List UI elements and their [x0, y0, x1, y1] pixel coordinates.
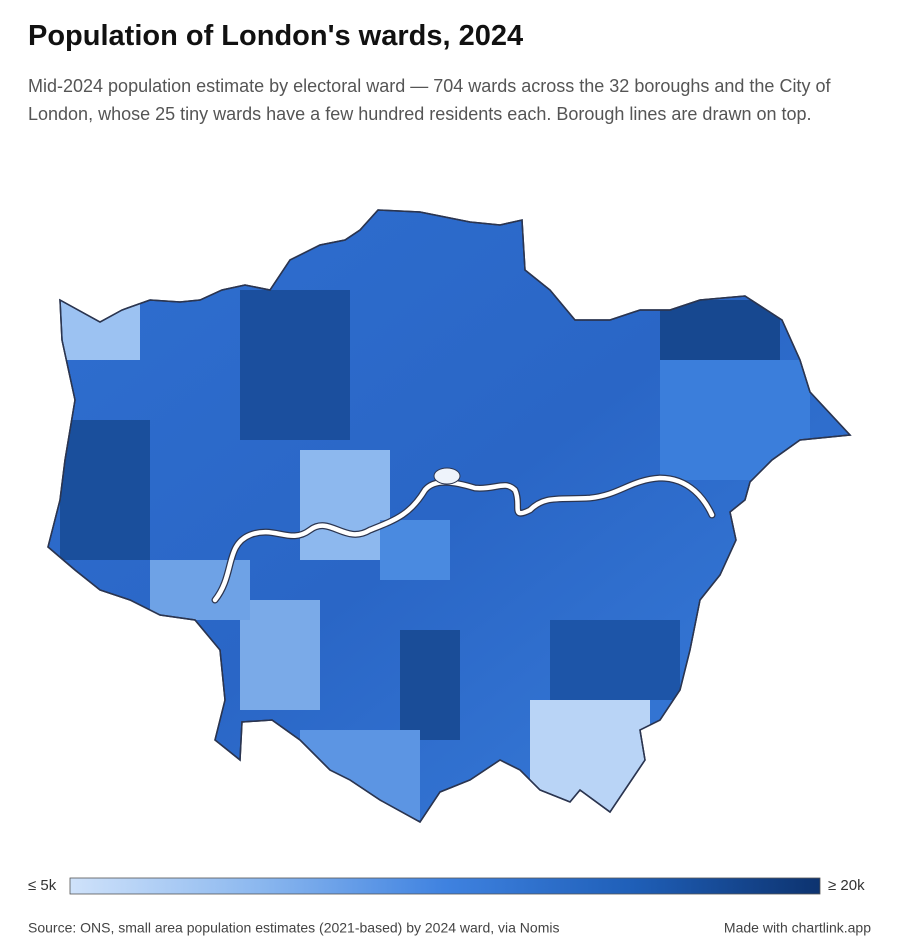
wards [48, 210, 850, 822]
legend-max-label: ≥ 20k [828, 877, 865, 894]
london-outline [47, 209, 852, 823]
legend-colorbar [69, 877, 821, 895]
source: Source: ONS, small area population estim… [28, 920, 559, 936]
river-thames [212, 475, 715, 603]
subtitle: Mid-2024 population estimate by electora… [28, 76, 831, 124]
city-of-london [433, 467, 461, 485]
legend-min-label: ≤ 5k [28, 877, 57, 894]
credit: Made with chartlink.app [724, 920, 871, 936]
title: Population of London's wards, 2024 [28, 20, 524, 52]
